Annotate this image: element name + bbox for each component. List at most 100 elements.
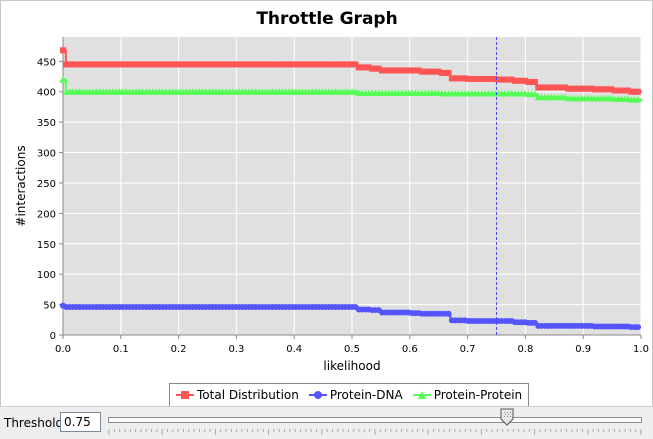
- data-point: [96, 61, 103, 68]
- data-point: [571, 85, 578, 92]
- data-point: [605, 86, 612, 93]
- data-point: [591, 86, 598, 93]
- threshold-label: Threshold: [4, 416, 64, 430]
- data-point: [129, 61, 136, 68]
- data-point: [256, 61, 263, 68]
- legend-label-protein-dna: Protein-DNA: [329, 388, 403, 402]
- data-point: [445, 69, 452, 76]
- data-point: [202, 61, 209, 68]
- threshold-slider-thumb[interactable]: [500, 408, 514, 426]
- data-point: [538, 84, 545, 91]
- data-point: [146, 61, 153, 68]
- y-tick-label: 200: [37, 209, 56, 220]
- y-tick-label: 50: [43, 301, 56, 312]
- data-point: [492, 75, 499, 82]
- data-point: [495, 76, 502, 83]
- data-point: [568, 85, 575, 92]
- data-point: [565, 85, 572, 92]
- x-tick-label: 0.9: [575, 344, 591, 355]
- legend-label-protein-protein: Protein-Protein: [433, 388, 523, 402]
- data-point: [322, 61, 329, 68]
- data-point: [541, 84, 548, 91]
- data-point: [139, 61, 146, 68]
- data-point: [482, 75, 489, 82]
- data-point: [555, 84, 562, 91]
- data-point: [405, 67, 412, 74]
- data-point: [192, 61, 199, 68]
- data-point: [249, 61, 256, 68]
- data-point: [518, 77, 525, 84]
- data-point: [408, 67, 415, 74]
- data-point: [262, 61, 269, 68]
- series-total-distribution: [60, 47, 642, 95]
- y-tick-label: 0: [50, 331, 56, 342]
- data-point: [412, 67, 419, 74]
- y-tick-label: 250: [37, 179, 56, 190]
- data-point: [106, 61, 113, 68]
- data-point: [392, 67, 399, 74]
- circle-marker-icon: [308, 391, 327, 399]
- data-point: [60, 47, 66, 54]
- data-point: [528, 79, 535, 86]
- x-tick-label: 0.3: [228, 344, 244, 355]
- data-point: [398, 67, 405, 74]
- data-point: [189, 61, 196, 68]
- chart-title: Throttle Graph: [256, 9, 397, 29]
- data-point: [309, 61, 316, 68]
- data-point: [113, 61, 120, 68]
- x-tick-label: 0.7: [460, 344, 476, 355]
- data-point: [598, 86, 605, 93]
- data-point: [59, 76, 67, 83]
- data-point: [73, 61, 80, 68]
- data-point: [379, 67, 386, 74]
- data-point: [611, 87, 618, 94]
- data-point: [548, 84, 555, 91]
- data-point: [236, 61, 243, 68]
- data-point: [468, 75, 475, 82]
- data-point: [428, 68, 435, 75]
- data-point: [531, 90, 539, 98]
- data-point: [502, 76, 509, 83]
- threshold-slider-track[interactable]: [108, 417, 642, 423]
- data-point: [299, 61, 306, 68]
- data-point: [628, 88, 635, 95]
- data-point: [345, 61, 352, 68]
- data-point: [395, 67, 402, 74]
- data-point: [595, 86, 602, 93]
- legend-item-protein-dna: Protein-DNA: [308, 388, 403, 402]
- data-point: [209, 61, 216, 68]
- data-point: [588, 85, 595, 92]
- data-point: [186, 61, 193, 68]
- data-point: [418, 68, 425, 75]
- data-point: [624, 87, 631, 94]
- data-point: [472, 75, 479, 82]
- data-point: [196, 61, 203, 68]
- data-point: [465, 75, 472, 82]
- data-point: [123, 61, 130, 68]
- data-point: [232, 61, 239, 68]
- data-point: [349, 61, 356, 68]
- triangle-marker-icon: [412, 391, 431, 399]
- series-protein-dna: [60, 302, 641, 331]
- y-tick-label: 350: [37, 118, 56, 129]
- data-point: [276, 61, 283, 68]
- data-point: [315, 61, 322, 68]
- data-point: [329, 61, 336, 68]
- data-point: [621, 87, 628, 94]
- data-point: [176, 61, 183, 68]
- chart-window: Throttle Graph 0 50 100 150 200 250 300 350 400 4…: [0, 0, 653, 408]
- throttle-chart: Throttle Graph 0 50 100 150 200 250 300 350 400 4…: [14, 9, 649, 373]
- data-point: [455, 75, 462, 82]
- data-point: [206, 61, 213, 68]
- data-point: [402, 67, 409, 74]
- data-point: [325, 61, 332, 68]
- data-point: [389, 67, 396, 74]
- data-point: [359, 64, 366, 71]
- data-point: [63, 61, 70, 68]
- data-point: [462, 75, 469, 82]
- data-point: [69, 61, 76, 68]
- threshold-input[interactable]: [60, 412, 101, 432]
- data-point: [362, 64, 369, 71]
- data-point: [89, 61, 96, 68]
- data-point: [575, 85, 582, 92]
